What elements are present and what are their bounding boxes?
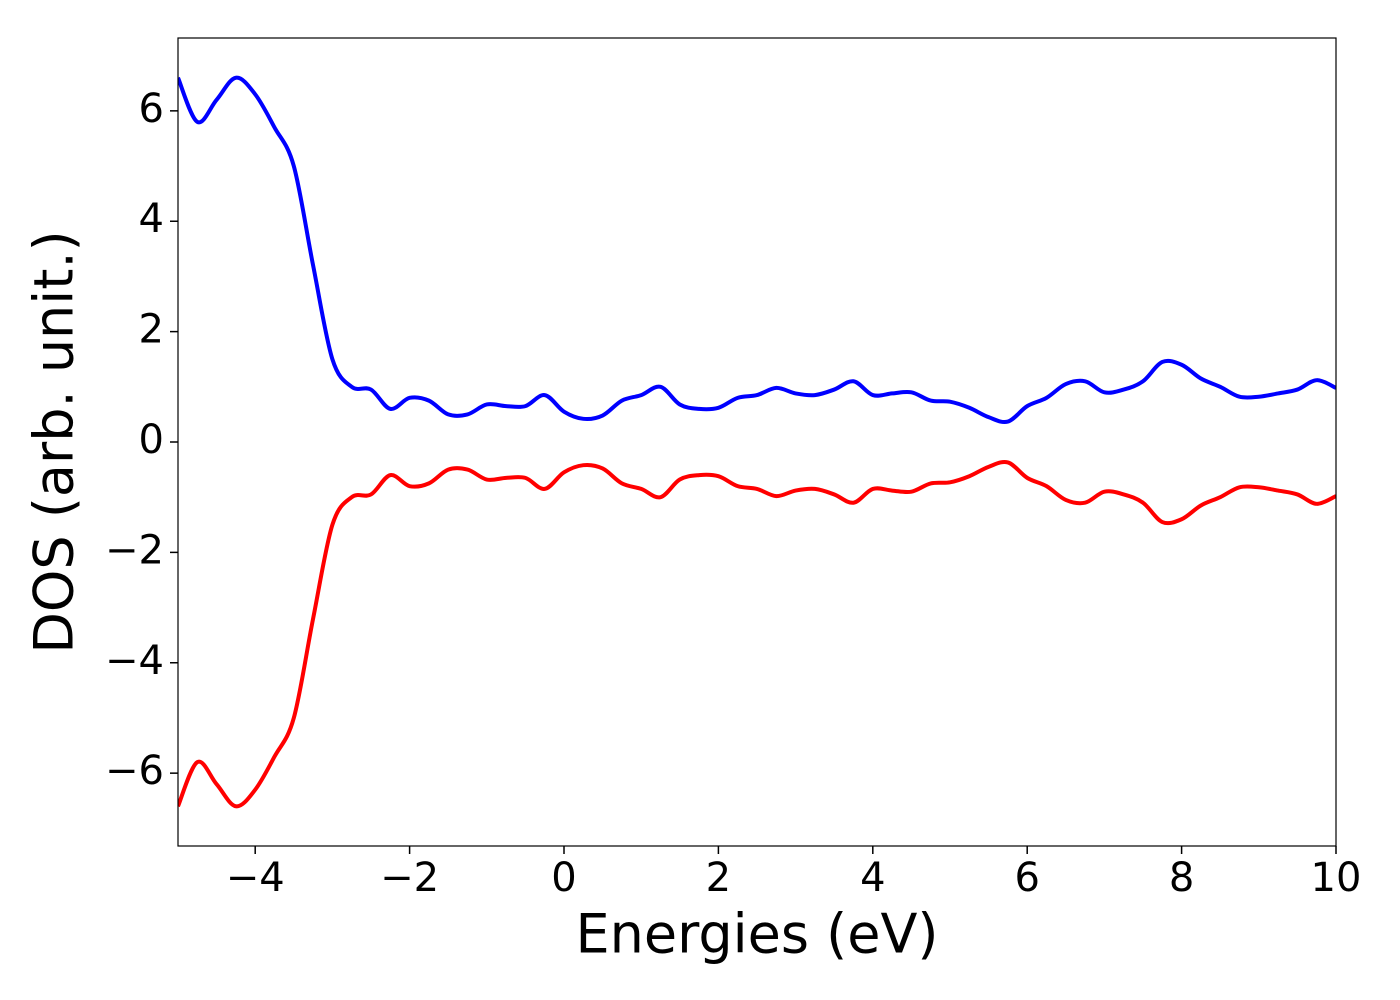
- x-tick-label: 0: [551, 855, 576, 901]
- y-tick-label: 2: [139, 307, 164, 353]
- y-tick-label: 0: [139, 417, 164, 463]
- y-tick-label: −6: [105, 748, 164, 794]
- y-tick-label: 6: [139, 86, 164, 132]
- x-tick-label: −2: [380, 855, 439, 901]
- x-tick-label: 8: [1169, 855, 1194, 901]
- x-tick-label: 10: [1311, 855, 1362, 901]
- y-tick-label: −4: [105, 638, 164, 684]
- y-tick-label: 4: [139, 196, 164, 242]
- data-line: [178, 459, 1336, 809]
- data-line: [178, 75, 1336, 425]
- x-tick-label: 2: [706, 855, 731, 901]
- plot-frame: [177, 37, 1337, 847]
- y-tick-label: −2: [105, 527, 164, 573]
- x-tick-label: 4: [860, 855, 885, 901]
- x-axis-label: Energies (eV): [576, 903, 939, 966]
- y-axis-label: DOS (arb. unit.): [23, 230, 86, 653]
- x-tick-label: −4: [226, 855, 285, 901]
- x-tick-label: 6: [1014, 855, 1039, 901]
